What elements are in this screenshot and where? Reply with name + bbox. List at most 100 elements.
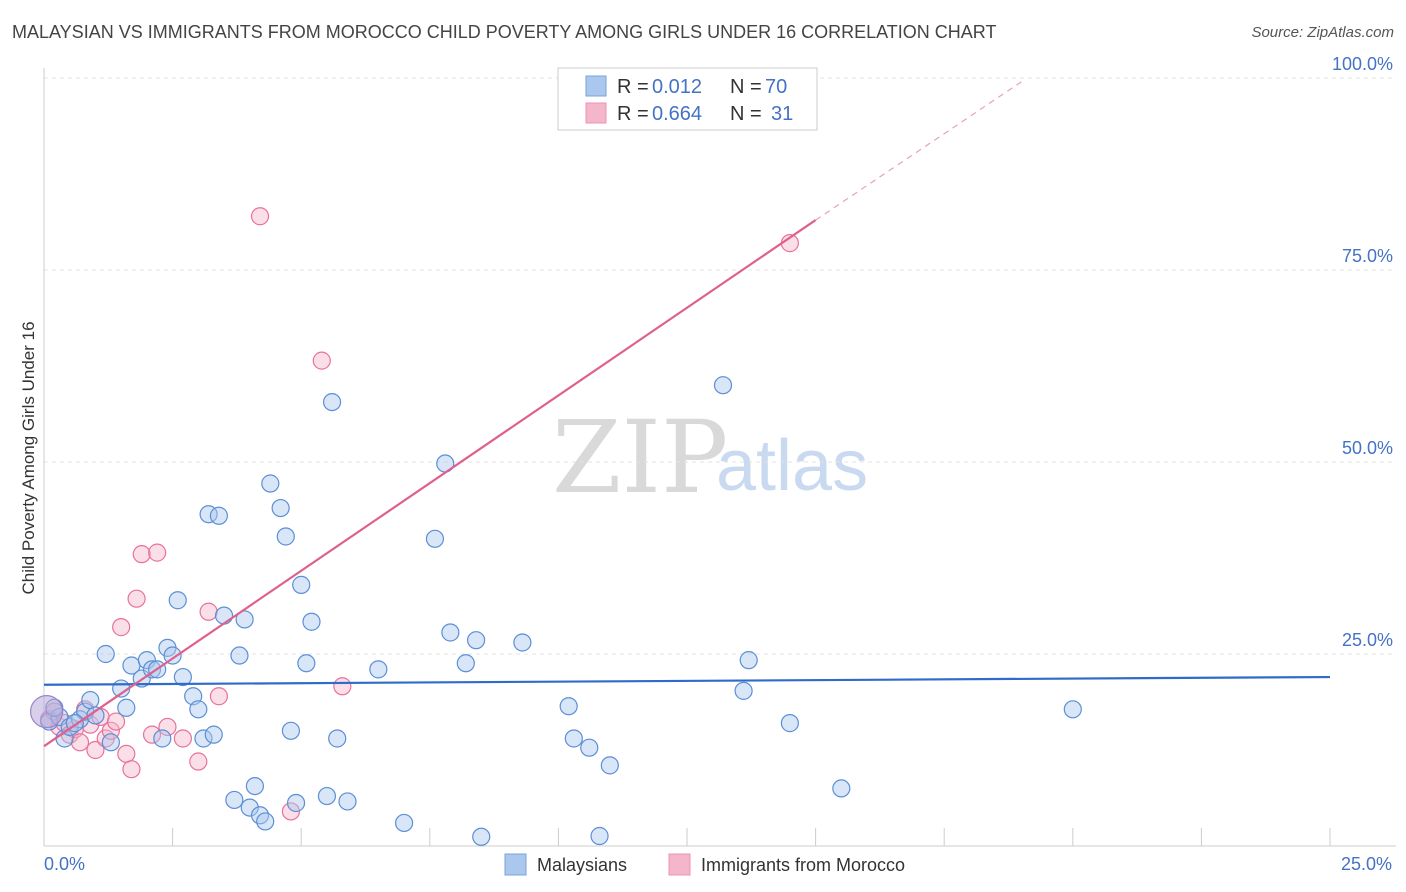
data-point	[441, 623, 460, 642]
data-point	[142, 725, 162, 744]
data-point	[312, 351, 331, 370]
data-point	[456, 654, 475, 673]
data-point	[122, 760, 141, 779]
data-point	[1063, 700, 1082, 719]
y-tick-label: 25.0%	[1342, 630, 1393, 650]
data-point	[338, 792, 357, 811]
data-point	[240, 798, 259, 817]
data-point	[209, 687, 228, 706]
data-point	[302, 612, 321, 631]
data-point	[230, 646, 249, 665]
data-point	[106, 712, 126, 731]
watermark-zip: ZIP	[552, 399, 728, 516]
data-point	[86, 706, 105, 725]
data-point	[369, 660, 388, 679]
data-point	[780, 714, 799, 733]
chart-title: MALAYSIAN VS IMMIGRANTS FROM MOROCCO CHI…	[12, 22, 997, 42]
data-point	[276, 527, 295, 546]
data-point	[292, 575, 311, 594]
trend-line-morocco-extension	[815, 81, 1022, 221]
legend-r-value-1: 0.012	[652, 76, 702, 98]
data-point	[173, 667, 192, 687]
data-point	[734, 681, 753, 700]
x-tick-label-max: 25.0%	[1341, 854, 1392, 874]
source-label: Source: ZipAtlas.com	[1251, 24, 1394, 41]
bottom-legend-swatch-morocco	[668, 853, 691, 876]
data-point	[194, 729, 213, 748]
data-point	[832, 779, 851, 798]
data-point	[250, 207, 270, 226]
data-point	[513, 633, 532, 652]
legend-n-label-2: N =	[730, 103, 762, 125]
data-point	[214, 606, 234, 625]
data-point	[559, 697, 578, 716]
x-axis-ticks	[172, 828, 1331, 846]
data-point	[590, 826, 609, 846]
data-point	[127, 589, 146, 608]
bottom-legend-morocco: Immigrants from Morocco	[701, 855, 905, 875]
data-point	[101, 733, 120, 752]
trend-lines	[43, 81, 1331, 748]
data-point	[564, 729, 583, 748]
data-point	[328, 729, 347, 748]
data-point	[271, 498, 290, 518]
data-point	[713, 376, 733, 395]
data-point	[286, 793, 306, 813]
data-point	[333, 677, 352, 696]
bottom-legend-malaysians: Malaysians	[537, 855, 627, 875]
data-point	[245, 776, 265, 796]
data-point	[117, 744, 136, 763]
data-point	[209, 506, 228, 525]
data-point	[112, 618, 131, 637]
data-point	[297, 654, 316, 673]
data-point	[148, 543, 167, 562]
data-point	[163, 646, 182, 665]
data-point	[137, 651, 156, 670]
data-point	[189, 700, 208, 719]
data-point	[261, 474, 280, 493]
data-point	[189, 752, 208, 771]
y-tick-label: 100.0%	[1332, 54, 1393, 74]
legend-swatch-morocco	[585, 102, 607, 124]
data-point	[225, 790, 244, 810]
series-legend: Malaysians Immigrants from Morocco	[504, 853, 905, 876]
data-point	[132, 545, 151, 564]
data-point	[600, 756, 619, 775]
data-point	[739, 651, 758, 670]
data-point	[96, 644, 115, 664]
y-axis-label: Child Poverty Among Girls Under 16	[19, 321, 38, 594]
bottom-legend-swatch-malaysians	[504, 853, 527, 876]
watermark-atlas: atlas	[716, 426, 868, 506]
series-malaysians-points	[29, 376, 1082, 846]
data-point	[81, 690, 100, 710]
data-point	[168, 591, 187, 610]
data-point	[235, 610, 254, 629]
data-point	[204, 725, 223, 744]
data-point	[199, 602, 218, 621]
data-point	[158, 717, 177, 737]
data-point	[86, 740, 105, 760]
data-point	[580, 738, 599, 757]
legend-r-value-2: 0.664	[652, 103, 702, 125]
data-point	[317, 786, 337, 806]
legend-swatch-malaysians	[585, 75, 607, 97]
stats-legend: R = 0.012 N = 70 R = 0.664 N = 31	[557, 67, 818, 131]
trend-line-morocco	[43, 219, 817, 748]
legend-r-label-2: R =	[617, 103, 649, 125]
legend-n-value-1: 70	[765, 76, 787, 98]
data-point	[425, 529, 445, 548]
data-point-cluster	[29, 694, 64, 729]
x-tick-label-min: 0.0%	[44, 854, 85, 874]
gridlines	[44, 77, 1396, 655]
data-point	[153, 729, 172, 748]
data-point	[142, 660, 162, 679]
data-point	[466, 631, 486, 650]
data-point	[117, 698, 136, 717]
y-axis-tick-labels: 25.0% 50.0% 75.0% 100.0%	[1332, 54, 1393, 650]
legend-r-label-1: R =	[617, 76, 649, 98]
data-point	[394, 813, 414, 833]
data-point	[173, 729, 192, 748]
legend-n-value-2: 31	[771, 103, 793, 125]
data-point	[322, 392, 342, 412]
